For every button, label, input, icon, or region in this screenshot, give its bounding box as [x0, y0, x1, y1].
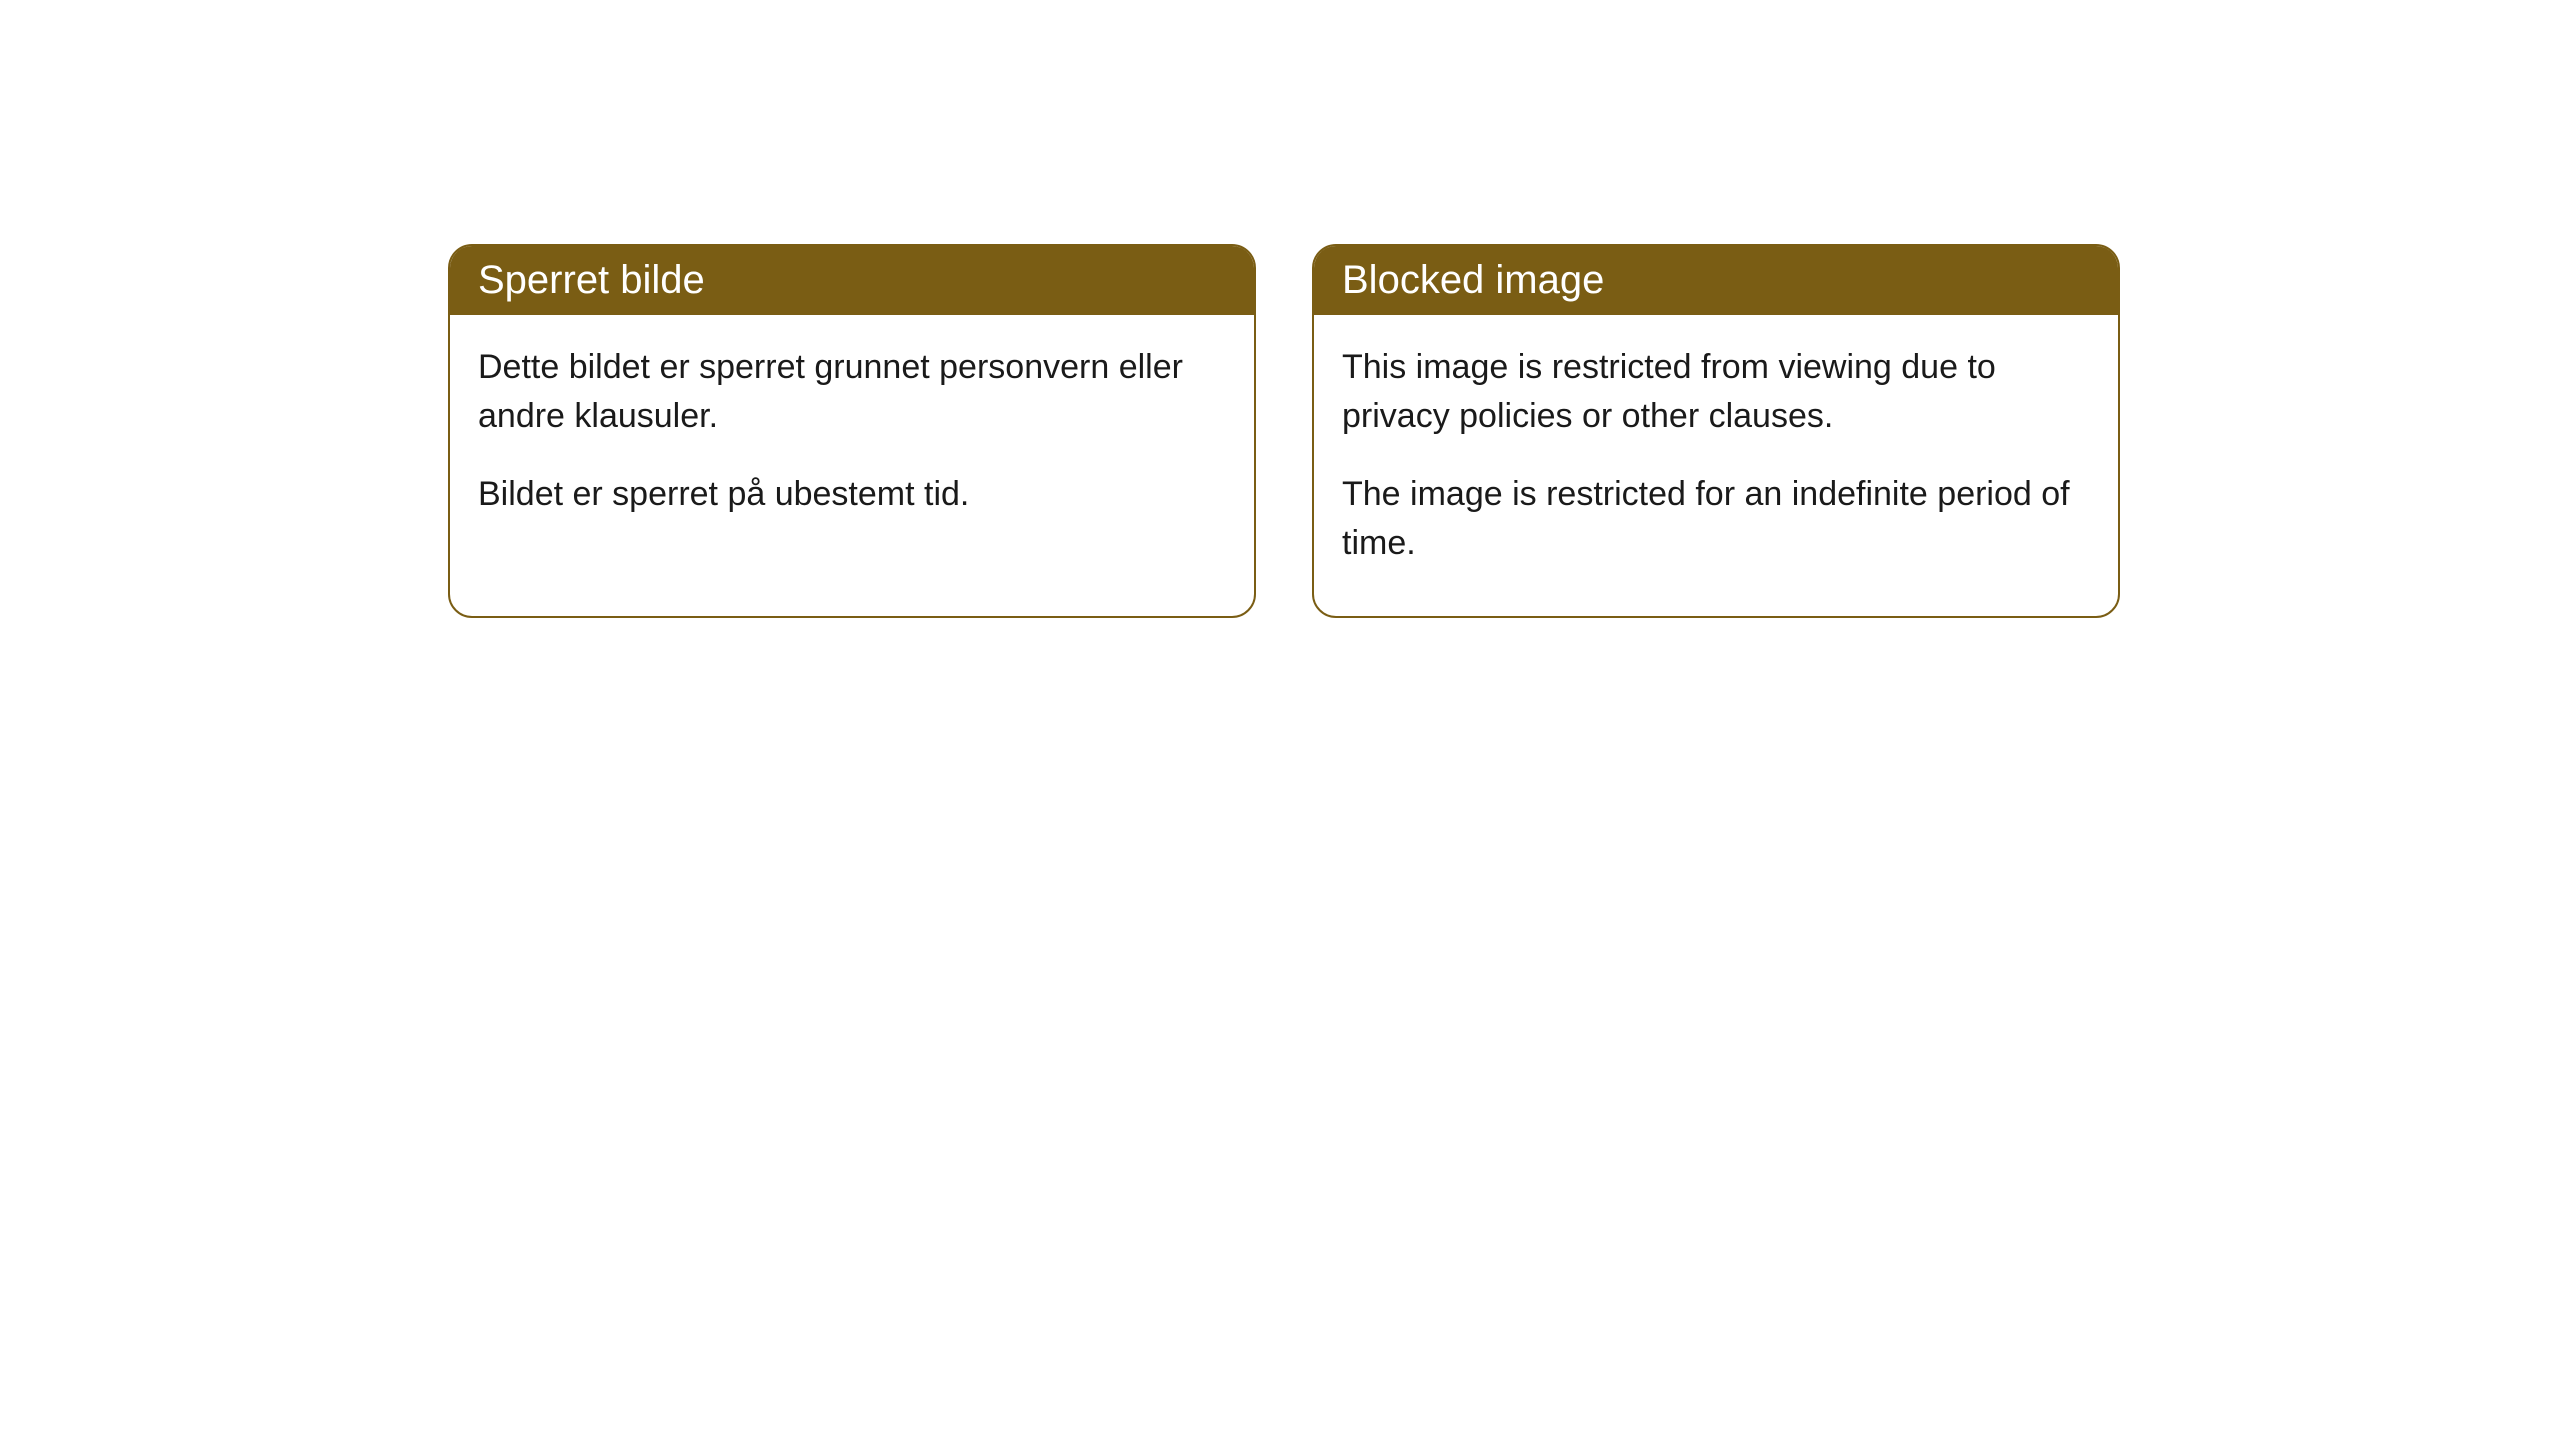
card-body: This image is restricted from viewing du… [1314, 315, 2118, 616]
card-paragraph: Dette bildet er sperret grunnet personve… [478, 343, 1226, 442]
cards-container: Sperret bilde Dette bildet er sperret gr… [448, 244, 2120, 618]
card-paragraph: The image is restricted for an indefinit… [1342, 470, 2090, 569]
card-header: Blocked image [1314, 246, 2118, 315]
card-title: Sperret bilde [478, 258, 705, 302]
card-blocked-image-english: Blocked image This image is restricted f… [1312, 244, 2120, 618]
card-body: Dette bildet er sperret grunnet personve… [450, 315, 1254, 567]
card-title: Blocked image [1342, 258, 1604, 302]
card-blocked-image-norwegian: Sperret bilde Dette bildet er sperret gr… [448, 244, 1256, 618]
card-header: Sperret bilde [450, 246, 1254, 315]
card-paragraph: This image is restricted from viewing du… [1342, 343, 2090, 442]
card-paragraph: Bildet er sperret på ubestemt tid. [478, 470, 1226, 519]
